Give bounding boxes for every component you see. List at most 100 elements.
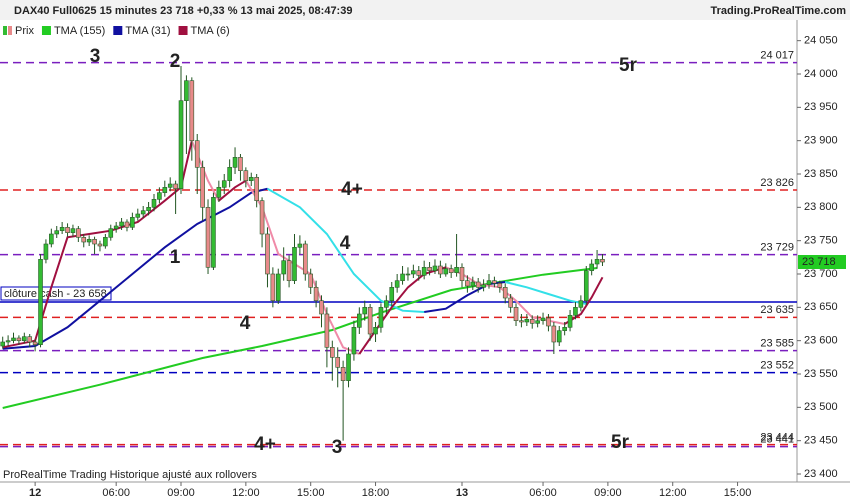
candle-body (508, 297, 513, 308)
candle-body (373, 327, 378, 335)
y-tick-label: 24 000 (804, 68, 838, 80)
level-label: 23 826 (760, 177, 794, 189)
candle-body (119, 221, 124, 227)
candle-body (238, 157, 243, 171)
y-tick-label: 24 050 (804, 35, 838, 47)
candle-body (535, 320, 540, 324)
y-tick-label: 23 900 (804, 135, 838, 147)
y-tick-label: 23 500 (804, 401, 838, 413)
x-tick-label: 06:00 (529, 487, 557, 499)
candle-body (443, 268, 449, 275)
legend-swatch (113, 26, 123, 35)
candle-body (146, 207, 151, 211)
candle-body (11, 337, 16, 341)
candle-body (481, 284, 486, 288)
candle-body (162, 187, 168, 193)
candle-body (346, 353, 351, 381)
candle-body (367, 307, 373, 335)
candle-body (427, 267, 432, 271)
candle-body (330, 347, 335, 358)
candle-body (43, 243, 49, 260)
level-label: 23 635 (760, 304, 794, 316)
candle-body (432, 265, 438, 271)
candle-body (438, 265, 443, 275)
annotation: 5r (611, 432, 630, 453)
y-tick-label: 23 750 (804, 235, 838, 247)
candle-body (70, 228, 76, 233)
candle-body (416, 270, 422, 276)
x-tick-label: 15:00 (724, 487, 752, 499)
y-tick-label: 23 850 (804, 168, 838, 180)
indicator-line (564, 276, 604, 325)
candle-body (22, 336, 27, 341)
candle-body (486, 280, 492, 285)
candle-body (594, 259, 600, 265)
footer: ProRealTime Trading Historique ajusté au… (3, 469, 257, 481)
candle-body (38, 259, 43, 345)
candle-body (259, 200, 265, 235)
candle-body (151, 199, 157, 208)
candle-body (589, 263, 594, 271)
candle-body (502, 287, 508, 299)
candle-body (113, 225, 119, 229)
site-name: Trading.ProRealTime.com (710, 5, 846, 17)
candle-body (76, 228, 81, 238)
y-tick-label: 23 600 (804, 335, 838, 347)
candle-body (475, 281, 481, 288)
candle-body (405, 273, 411, 276)
candle-body (286, 260, 292, 281)
candle-body (189, 80, 195, 141)
candle-body (86, 239, 92, 243)
level-label: clôture cash - 23 658 (4, 288, 107, 300)
indicator-line (358, 266, 447, 355)
level-label: 23 585 (760, 338, 794, 350)
indicator-line (2, 140, 193, 349)
candle-body (103, 237, 108, 247)
candle-body (135, 213, 141, 218)
x-tick-label: 18:00 (362, 487, 390, 499)
candle-body (232, 157, 238, 168)
candle-body (583, 270, 589, 301)
indicator-line (2, 267, 598, 409)
y-tick-label: 23 800 (804, 201, 838, 213)
candle-body (130, 217, 135, 228)
y-tick-label: 23 950 (804, 101, 838, 113)
candle-body (243, 170, 249, 181)
annotation: 1 (170, 247, 181, 268)
candle-body (275, 273, 281, 301)
x-tick-label: 12:00 (659, 487, 687, 499)
candle-body (524, 319, 530, 323)
candle-body (157, 192, 162, 200)
candle-body (221, 180, 227, 188)
indicator-line (267, 187, 425, 313)
candle-body (302, 243, 308, 275)
candle-body (389, 287, 395, 301)
candle-body (335, 357, 341, 368)
candle-body (81, 237, 87, 243)
candle-body (49, 233, 54, 245)
candle-body (173, 183, 178, 189)
candle-body (492, 280, 497, 284)
header-bar (0, 0, 850, 20)
x-tick-label: 12:00 (232, 487, 260, 499)
level-label: 23 444 (760, 432, 794, 444)
level-label: 23 441 (760, 434, 794, 446)
candle-body (59, 227, 65, 231)
candle-body (400, 273, 405, 281)
legend-label: TMA (6) (191, 25, 230, 37)
candle-body (465, 280, 470, 287)
candle-body (340, 367, 346, 381)
indicator-line (245, 180, 360, 355)
indicator-line (445, 266, 565, 325)
candle-body (313, 287, 319, 301)
indicator-line (218, 179, 247, 202)
candle-body (124, 221, 130, 228)
legend-label: TMA (31) (125, 25, 170, 37)
x-tick-label: 06:00 (102, 487, 130, 499)
annotation: 4+ (341, 179, 363, 200)
candle-body (600, 259, 605, 263)
candle-body (97, 243, 103, 247)
x-tick-label: 09:00 (594, 487, 622, 499)
candle-body (448, 268, 454, 273)
